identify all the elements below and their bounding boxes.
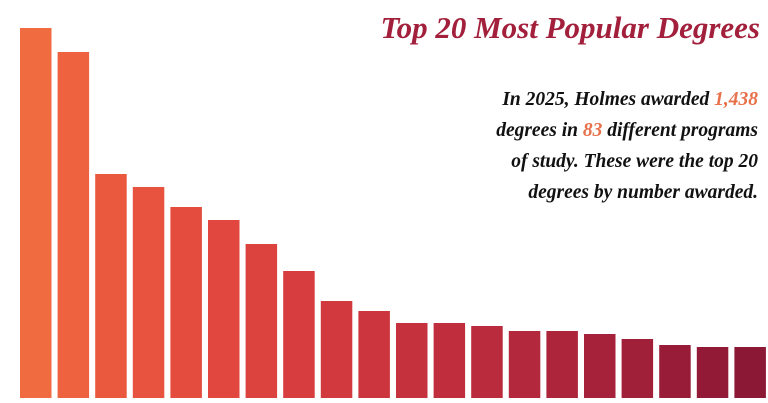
bar xyxy=(320,301,353,398)
bar xyxy=(283,271,315,398)
subtitle-line: In 2025, Holmes awarded 1,438 xyxy=(501,89,758,110)
bar xyxy=(659,345,691,398)
bar xyxy=(170,207,202,398)
subtitle-text: degrees by number awarded. xyxy=(528,182,758,203)
bar xyxy=(471,326,503,398)
subtitle-text: of study. These were the top 20 xyxy=(511,151,758,172)
subtitle-line: degrees by number awarded. xyxy=(528,182,758,203)
subtitle-line: degrees in 83 different programs xyxy=(496,120,758,141)
bar xyxy=(621,339,654,398)
subtitle-line: of study. These were the top 20 xyxy=(511,151,758,172)
bar xyxy=(57,52,90,398)
bar xyxy=(245,244,278,398)
bar xyxy=(208,220,240,398)
chart-title: Top 20 Most Popular Degrees xyxy=(381,10,760,45)
bar xyxy=(132,187,165,398)
highlight-number: 1,438 xyxy=(714,89,758,110)
bar xyxy=(584,334,616,398)
subtitle-text: degrees in xyxy=(496,120,583,141)
bar xyxy=(508,331,541,398)
bar xyxy=(95,174,127,398)
bar xyxy=(734,347,766,398)
bar xyxy=(546,331,578,398)
subtitle: In 2025, Holmes awarded 1,438 degrees in … xyxy=(496,89,758,203)
highlight-number: 83 xyxy=(583,120,603,141)
subtitle-text: different programs xyxy=(602,120,758,141)
bar xyxy=(396,323,428,398)
bars xyxy=(20,28,766,398)
bar xyxy=(696,347,729,398)
bar xyxy=(20,28,52,398)
bar xyxy=(433,323,466,398)
subtitle-text: In 2025, Holmes awarded xyxy=(501,89,714,110)
bar xyxy=(358,311,390,398)
